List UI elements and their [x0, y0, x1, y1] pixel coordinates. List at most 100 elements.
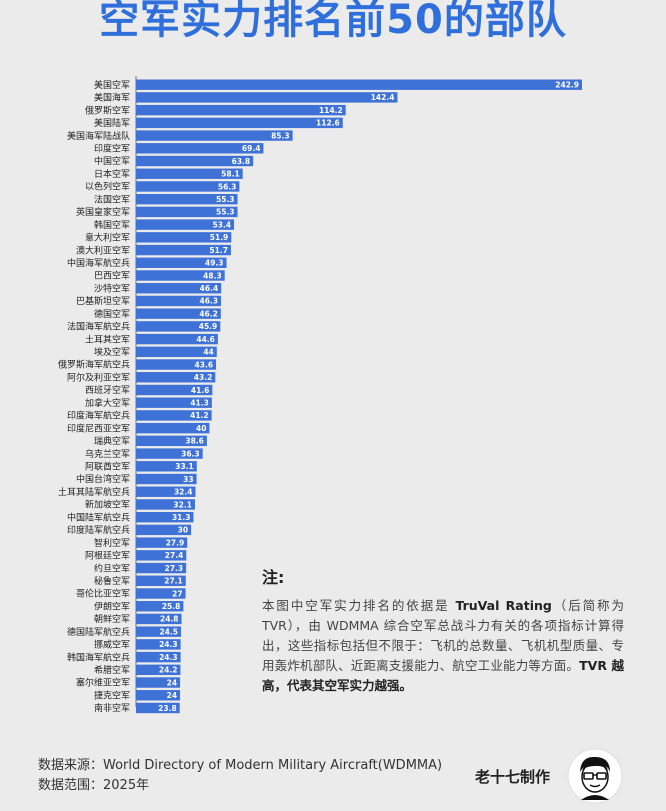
bar [136, 232, 232, 243]
note-box: 注: 本图中空军实力排名的依据是 TruVal Rating（后简称为TVR），… [262, 566, 624, 696]
bar [136, 651, 181, 663]
category-label: 南非空军 [94, 702, 130, 714]
category-label: 土耳其空军 [85, 333, 130, 345]
category-label: 阿联酋空军 [85, 461, 130, 473]
note-text-2: （后简称为TVR），由 WDMMA 综合空军总战斗力有关的各项指标计算得出，这些… [262, 598, 624, 673]
category-label: 土耳其陆军航空兵 [58, 486, 130, 498]
value-label: 32.4 [174, 488, 193, 497]
value-label: 25.8 [162, 602, 181, 611]
bar [136, 79, 582, 90]
bar [136, 613, 182, 625]
value-label: 51.7 [209, 246, 228, 255]
category-label: 巴基斯坦空军 [76, 295, 130, 307]
value-label: 24.3 [159, 653, 178, 662]
category-label: 阿根廷空军 [85, 550, 130, 562]
bar [136, 524, 192, 536]
value-label: 27.9 [166, 538, 185, 547]
bar [136, 104, 346, 116]
category-label: 沙特空军 [94, 282, 130, 294]
bar [136, 537, 188, 548]
bar [136, 219, 235, 230]
value-label: 41.2 [190, 411, 209, 420]
bar [136, 117, 343, 129]
bar [136, 677, 181, 688]
bar [136, 690, 181, 701]
bar [136, 270, 225, 281]
value-label: 23.8 [158, 704, 177, 713]
category-label: 俄罗斯空军 [85, 104, 130, 116]
bars-group: 美国空军 242.9 美国海军 142.4 俄罗斯空军 114.2 美国陆军 112.6 美国海… [58, 79, 582, 714]
bar [136, 283, 222, 294]
category-label: 印度海军航空兵 [67, 410, 130, 422]
category-label: 中国陆军航空兵 [67, 511, 130, 523]
value-label: 46.3 [199, 297, 218, 306]
bar [136, 473, 197, 485]
bar [136, 448, 203, 459]
category-label: 朝鲜空军 [94, 613, 130, 625]
bar [136, 346, 217, 358]
value-label: 114.2 [319, 106, 343, 115]
bar [136, 384, 213, 396]
category-label: 智利空军 [94, 537, 130, 549]
category-label: 美国海军 [94, 92, 130, 104]
category-label: 美国空军 [94, 79, 130, 91]
value-label: 55.3 [216, 208, 235, 217]
data-range: 数据范围：2025年 [38, 778, 150, 793]
bar [136, 435, 207, 447]
bar [136, 550, 187, 561]
bar [136, 181, 240, 192]
value-label: 112.6 [316, 119, 340, 128]
value-label: 242.9 [555, 81, 579, 90]
category-label: 美国陆军 [94, 117, 130, 129]
avatar-icon [567, 748, 623, 804]
bar [136, 333, 218, 345]
bar [136, 308, 221, 319]
category-label: 印度陆军航空兵 [67, 524, 130, 536]
value-label: 45.9 [199, 322, 218, 331]
category-label: 德国陆军航空兵 [67, 626, 130, 638]
value-label: 33.1 [175, 462, 194, 471]
category-label: 加拿大空军 [85, 397, 130, 409]
value-label: 33 [183, 475, 193, 484]
value-label: 43.2 [194, 373, 213, 382]
category-label: 英国皇家空军 [76, 206, 130, 218]
value-label: 24.3 [159, 640, 178, 649]
bar [136, 359, 217, 370]
category-label: 法国空军 [94, 193, 130, 205]
note-body: 本图中空军实力排名的依据是 TruVal Rating（后简称为TVR），由 W… [262, 596, 624, 696]
note-title: 注: [262, 568, 285, 587]
value-label: 40 [196, 424, 206, 433]
value-label: 27.1 [164, 577, 183, 586]
bar [136, 321, 221, 332]
value-label: 44.6 [196, 335, 215, 344]
bar [136, 601, 184, 612]
category-label: 美国海军陆战队 [67, 130, 130, 142]
value-label: 55.3 [216, 195, 235, 204]
value-label: 85.3 [271, 131, 290, 140]
category-label: 伊朗空军 [94, 600, 130, 612]
bar [136, 410, 212, 421]
bar [136, 639, 181, 650]
note-bold-1: TruVal Rating [455, 598, 552, 613]
category-label: 韩国空军 [94, 219, 130, 231]
category-label: 埃及空军 [94, 346, 130, 358]
value-label: 51.9 [210, 233, 229, 242]
author-brand: 老十七制作 [475, 768, 551, 786]
value-label: 27 [172, 589, 182, 598]
bar [136, 143, 264, 154]
category-label: 中国台湾空军 [76, 473, 130, 485]
value-label: 48.3 [203, 271, 222, 280]
value-label: 44 [203, 348, 213, 357]
bar [136, 244, 231, 256]
bar [136, 397, 212, 408]
bar [136, 257, 227, 268]
category-label: 中国海军航空兵 [67, 257, 130, 269]
value-label: 41.6 [191, 386, 210, 395]
category-label: 以色列空军 [85, 181, 130, 193]
category-label: 乌克兰空军 [85, 448, 130, 460]
value-label: 24.2 [159, 666, 178, 675]
value-label: 56.3 [218, 182, 237, 191]
value-label: 24.5 [159, 627, 178, 636]
category-label: 法国海军航空兵 [67, 321, 130, 333]
bar [136, 562, 187, 574]
